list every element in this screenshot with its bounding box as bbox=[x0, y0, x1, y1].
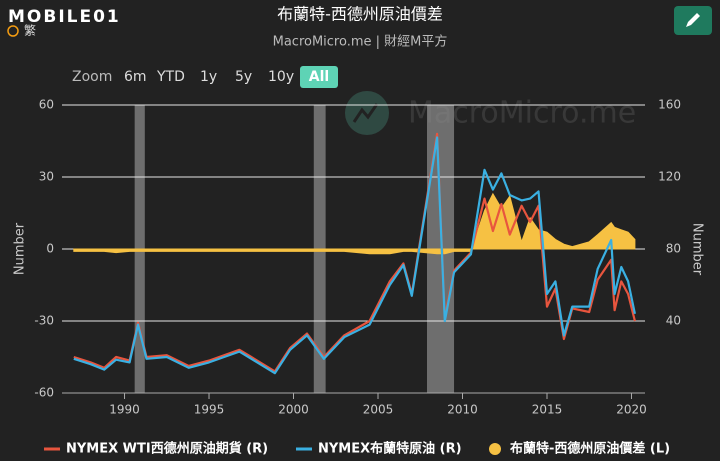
legend-label[interactable]: NYMEX WTI西德州原油期貨 (R) bbox=[66, 441, 268, 457]
y-tick-label: 0 bbox=[46, 242, 54, 256]
y2-tick-label: 120 bbox=[658, 170, 681, 184]
zoom-button[interactable]: 10y bbox=[268, 69, 294, 85]
legend: NYMEX WTI西德州原油期貨 (R) NYMEX布蘭特原油 (R) 布蘭特-西德… bbox=[44, 441, 670, 457]
y-tick-label: -60 bbox=[34, 386, 54, 400]
y2-tick-label: 80 bbox=[666, 242, 681, 256]
logo: MOBILE01 bbox=[8, 7, 121, 27]
x-tick-label: 2000 bbox=[278, 403, 309, 417]
zoom-button[interactable]: 6m bbox=[124, 69, 147, 85]
y-tick-label: -30 bbox=[34, 314, 54, 328]
watermark: MacroMicro.me bbox=[345, 91, 636, 135]
chart-title: 布蘭特-西德州原油價差 bbox=[277, 5, 443, 24]
y2-axis-label: Number bbox=[690, 223, 705, 276]
lang-icon[interactable] bbox=[7, 25, 19, 37]
y2-tick-label: 160 bbox=[658, 98, 681, 112]
y2-tick-label: 40 bbox=[666, 314, 681, 328]
zoom-button-bg[interactable] bbox=[300, 66, 338, 88]
x-tick-label: 2010 bbox=[447, 403, 478, 417]
x-tick-label: 2005 bbox=[363, 403, 394, 417]
edit-icon bbox=[686, 13, 700, 27]
zoom-bar: Zoom 6m YTD 1y 5y 10y All bbox=[72, 66, 338, 88]
y-tick-label: 60 bbox=[39, 98, 54, 112]
x-tick-label: 1990 bbox=[109, 403, 140, 417]
zoom-label: Zoom bbox=[72, 69, 112, 85]
x-tick-label: 1995 bbox=[194, 403, 225, 417]
zoom-button[interactable]: 1y bbox=[200, 69, 217, 85]
legend-label[interactable]: NYMEX布蘭特原油 (R) bbox=[318, 441, 462, 457]
y-tick-label: 30 bbox=[39, 170, 54, 184]
zoom-button[interactable]: 5y bbox=[235, 69, 252, 85]
zoom-button[interactable]: YTD bbox=[156, 69, 185, 85]
watermark-icon bbox=[345, 91, 389, 135]
plot-area: -60 -30 0 30 60 40 80 120 160 1990 1995 2000 2005 201… bbox=[34, 98, 681, 417]
price-line bbox=[73, 136, 636, 375]
legend-swatch bbox=[489, 443, 501, 455]
x-tick-label: 2020 bbox=[616, 403, 647, 417]
watermark-icon-line bbox=[352, 103, 379, 123]
chart-subtitle: MacroMicro.me | 財經M平方 bbox=[273, 34, 448, 50]
y-axis-label: Number bbox=[13, 222, 28, 275]
lang-switch[interactable]: 繁 bbox=[24, 23, 36, 38]
x-tick-label: 2015 bbox=[532, 403, 563, 417]
legend-label[interactable]: 布蘭特-西德州原油價差 (L) bbox=[510, 441, 670, 457]
zoom-button[interactable]: All bbox=[309, 69, 329, 85]
